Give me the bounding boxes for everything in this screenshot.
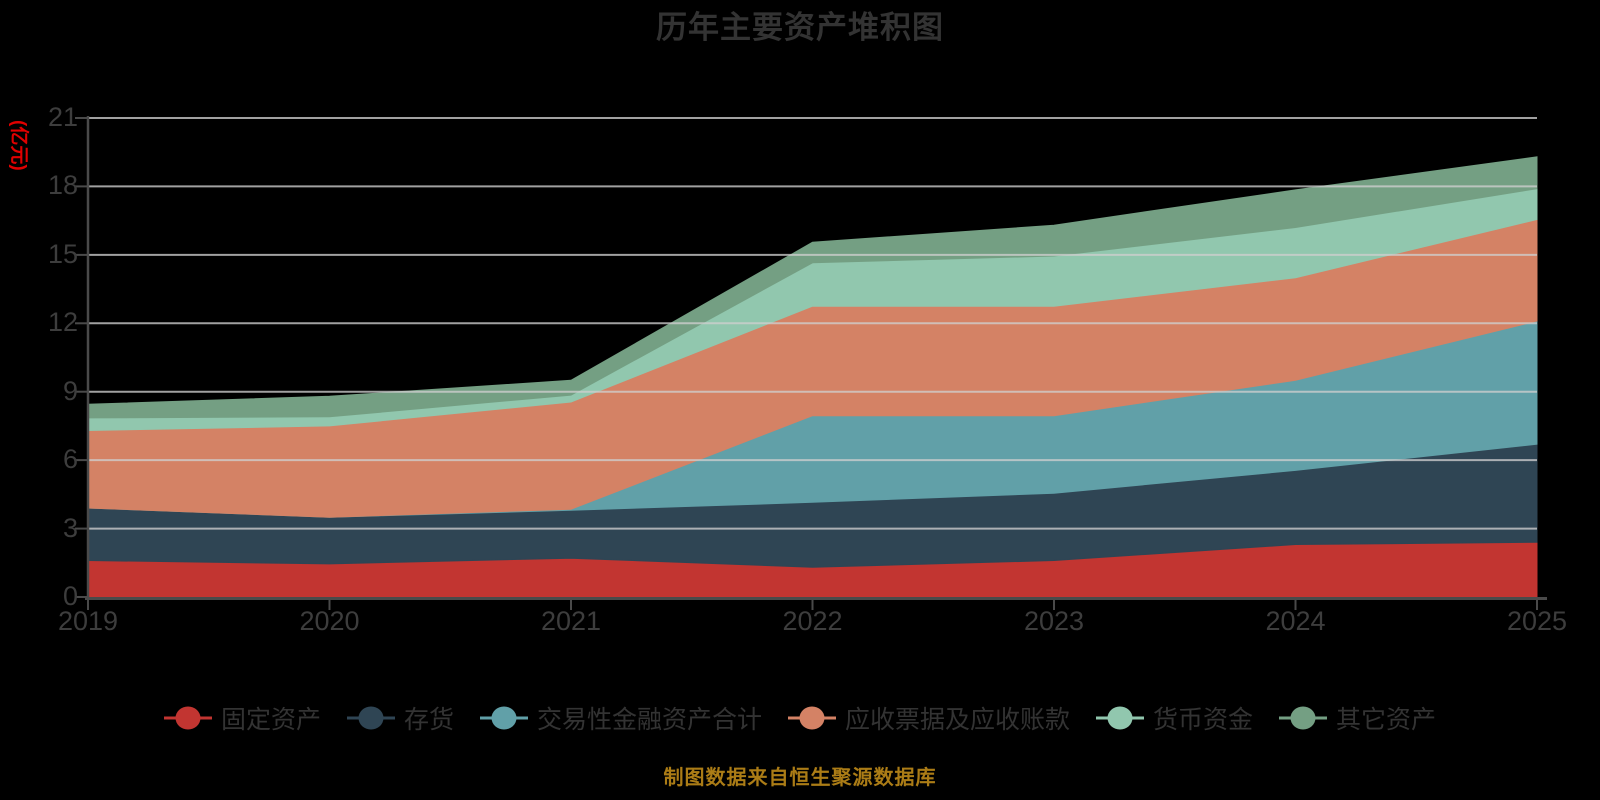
legend-label: 其它资产 xyxy=(1336,706,1437,734)
x-tick-label: 2024 xyxy=(1265,606,1326,636)
chart-legend: 固定资产 存货 交易性金融资产合计 应收票据及应收账款 货币资金 其它资产 xyxy=(0,699,1600,737)
x-tick-label: 2020 xyxy=(299,606,360,636)
marker-dot xyxy=(1107,706,1133,730)
y-tick-label: 21 xyxy=(47,101,78,132)
y-tick-label: 0 xyxy=(62,580,78,611)
legend-item-4[interactable]: 货币资金 xyxy=(1096,700,1253,736)
data-source-note: 制图数据来自恒生聚源数据库 xyxy=(663,767,937,789)
chart-title: 历年主要资产堆积图 xyxy=(656,10,944,45)
line-dot-series-marker-icon xyxy=(163,705,212,731)
legend-label: 存货 xyxy=(403,706,454,734)
legend-label: 货币资金 xyxy=(1153,706,1254,734)
legend-label: 固定资产 xyxy=(220,706,321,734)
marker-dot xyxy=(799,706,825,730)
legend-item-0[interactable]: 固定资产 xyxy=(163,700,321,736)
legend-item-2[interactable]: 交易性金融资产合计 xyxy=(479,700,762,736)
line-dot-series-marker-icon xyxy=(1096,705,1145,731)
x-tick-label: 2019 xyxy=(57,606,119,636)
series-area-5 xyxy=(87,156,1538,419)
y-tick-label: 18 xyxy=(47,170,78,201)
line-dot-series-marker-icon xyxy=(479,705,528,731)
y-tick-label: 6 xyxy=(62,444,78,475)
line-dot-series-marker-icon xyxy=(1279,705,1328,731)
legend-item-3[interactable]: 应收票据及应收账款 xyxy=(788,700,1070,736)
legend-item-5[interactable]: 其它资产 xyxy=(1279,700,1436,736)
y-tick-label: 15 xyxy=(47,238,78,269)
legend-item-1[interactable]: 存货 xyxy=(346,700,454,736)
x-tick-label: 2022 xyxy=(782,606,843,636)
marker-dot xyxy=(1290,706,1316,730)
marker-dot xyxy=(491,706,517,730)
marker-dot xyxy=(175,706,201,730)
x-tick-label: 2025 xyxy=(1506,606,1568,636)
x-tick-label: 2023 xyxy=(1023,606,1085,636)
y-tick-label: 12 xyxy=(47,307,78,338)
marker-dot xyxy=(358,706,384,730)
line-dot-series-marker-icon xyxy=(788,705,836,731)
line-dot-series-marker-icon xyxy=(346,705,395,731)
x-tick-label: 2021 xyxy=(540,606,602,636)
legend-label: 应收票据及应收账款 xyxy=(845,706,1071,734)
y-tick-label: 9 xyxy=(62,375,78,406)
y-tick-label: 3 xyxy=(62,512,78,543)
legend-label: 交易性金融资产合计 xyxy=(536,706,762,734)
